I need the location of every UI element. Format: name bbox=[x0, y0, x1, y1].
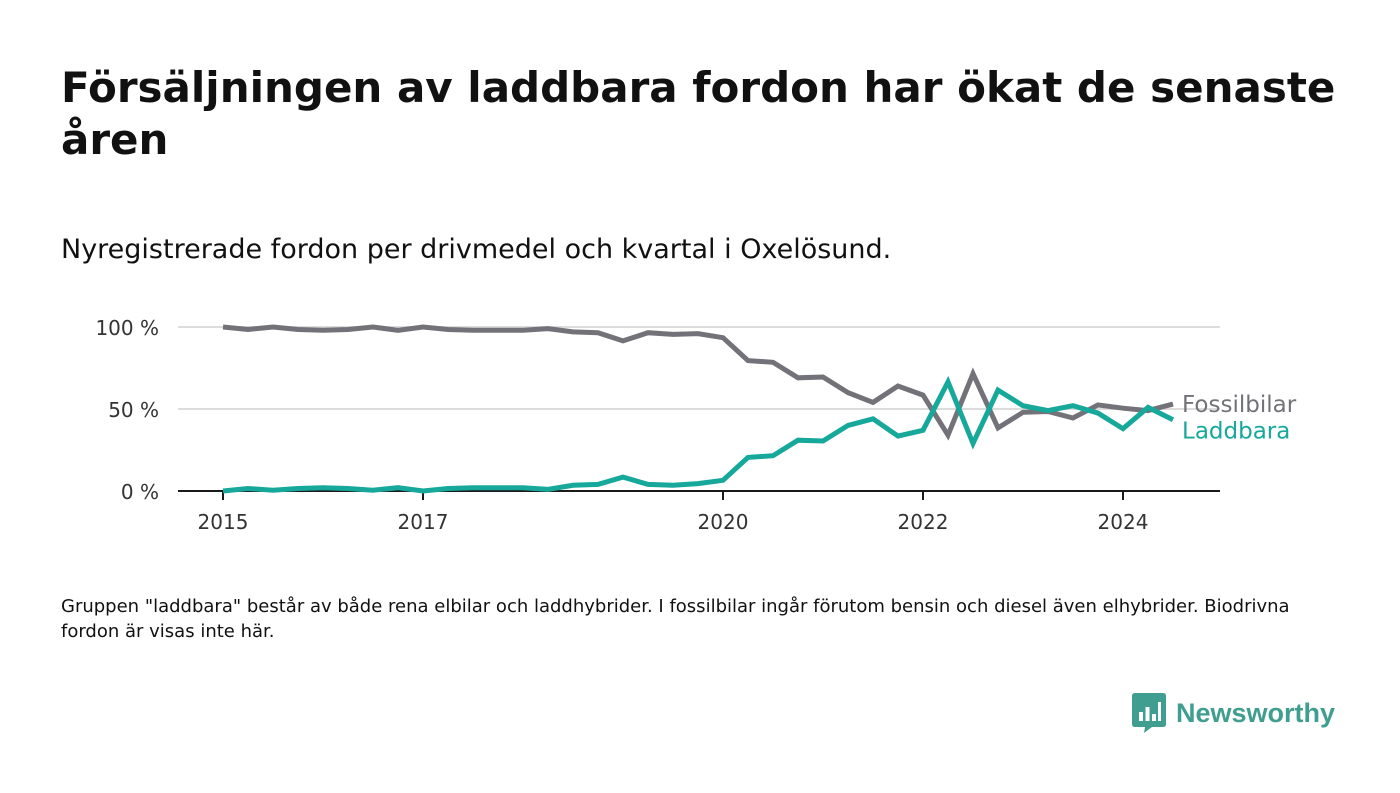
x-tick-label: 2022 bbox=[898, 510, 949, 534]
x-tick-label: 2020 bbox=[698, 510, 749, 534]
y-tick-label: 0 % bbox=[121, 480, 159, 504]
series-label-fossilbilar: Fossilbilar bbox=[1182, 392, 1297, 418]
y-tick-label: 100 % bbox=[95, 316, 159, 340]
chart-title: Försäljningen av laddbara fordon har öka… bbox=[61, 63, 1336, 164]
brand-name: Newsworthy bbox=[1176, 697, 1336, 728]
newsworthy-logo-icon bbox=[1132, 693, 1166, 733]
y-axis-ticks: 0 % 50 % 100 % bbox=[95, 316, 159, 504]
y-tick-label: 50 % bbox=[108, 398, 159, 422]
series-label-laddbara: Laddbara bbox=[1182, 419, 1290, 445]
series-line-fossilbilar bbox=[222, 324, 1174, 441]
x-tick-label: 2024 bbox=[1098, 510, 1149, 534]
series-line-laddbara bbox=[222, 375, 1175, 494]
x-tick-label: 2015 bbox=[198, 510, 249, 534]
gridlines bbox=[178, 326, 1220, 410]
line-chart: 0 % 50 % 100 % 2015 2017 2020 2022 2024 Laddba… bbox=[95, 316, 1297, 534]
brand-logo: Newsworthy bbox=[1132, 692, 1335, 734]
chart-subtitle: Nyregistrerade fordon per drivmedel och … bbox=[61, 234, 892, 265]
series-lines bbox=[222, 324, 1175, 494]
x-axis-ticks: 2015 2017 2020 2022 2024 bbox=[198, 491, 1149, 534]
chart-footnote: Gruppen "laddbara" består av både rena e… bbox=[61, 596, 1290, 642]
x-tick-label: 2017 bbox=[398, 510, 449, 534]
